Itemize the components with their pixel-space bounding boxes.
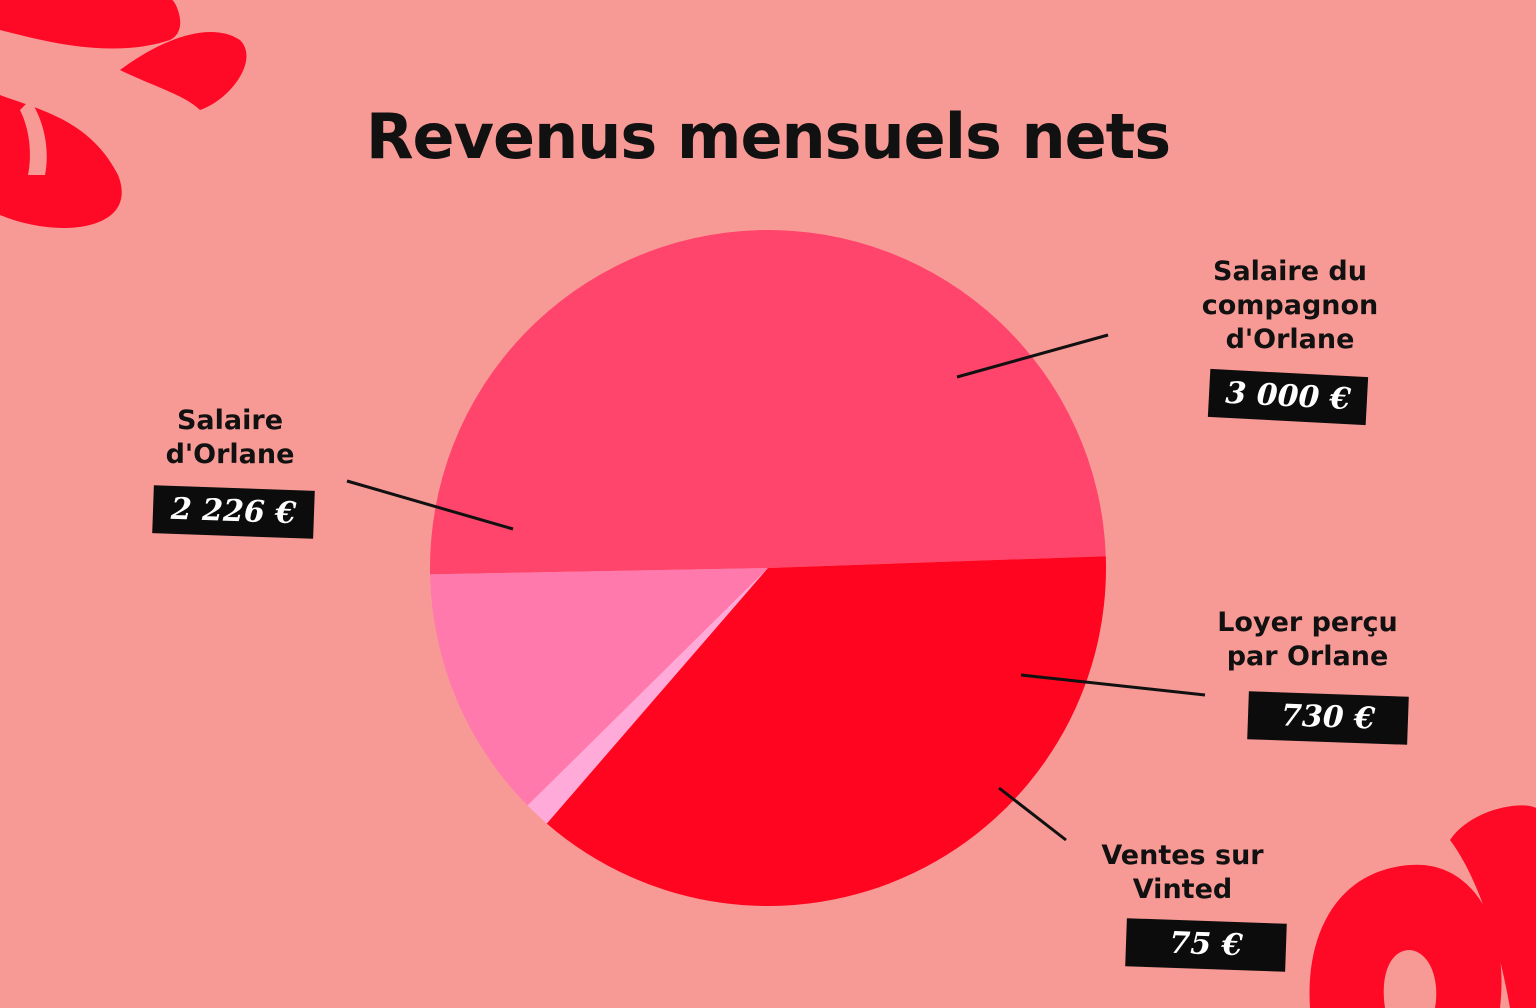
leader-line: [998, 786, 1067, 842]
pie-slice: [527, 568, 768, 824]
slice-label-line: Salaire du: [1213, 256, 1367, 287]
decorative-shape-bottom-right: [1309, 805, 1536, 1008]
slice-label: Salaire d'Orlane: [140, 404, 320, 472]
slice-label: Loyer perçu par Orlane: [1175, 606, 1440, 674]
slice-value-badge: 75 €: [1125, 918, 1287, 972]
slice-label-line: Loyer perçu: [1217, 607, 1398, 638]
slice-label-line: d'Orlane: [1225, 324, 1355, 355]
slice-label: Ventes sur Vinted: [1065, 839, 1300, 907]
slice-label: Salaire du compagnon d'Orlane: [1150, 255, 1430, 357]
slice-label-line: compagnon: [1201, 290, 1379, 321]
leader-line: [346, 479, 514, 531]
pie-slice: [546, 556, 1106, 906]
slice-label-line: Vinted: [1132, 874, 1233, 905]
chart-title: Revenus mensuels nets: [365, 100, 1171, 173]
leader-line: [956, 333, 1109, 379]
slice-label-line: d'Orlane: [165, 439, 295, 470]
leader-line: [1020, 673, 1206, 697]
slice-label-line: Ventes sur: [1101, 840, 1264, 871]
slice-value-badge: 3 000 €: [1207, 368, 1369, 426]
decorative-shape-top-left: [0, 0, 247, 228]
slice-label-line: par Orlane: [1226, 641, 1389, 672]
slice-value-badge: 2 226 €: [152, 485, 315, 539]
slice-label-line: Salaire: [176, 405, 284, 436]
slice-value-badge: 730 €: [1247, 691, 1409, 745]
pie-slice: [430, 568, 768, 806]
pie-slice: [430, 230, 1106, 575]
